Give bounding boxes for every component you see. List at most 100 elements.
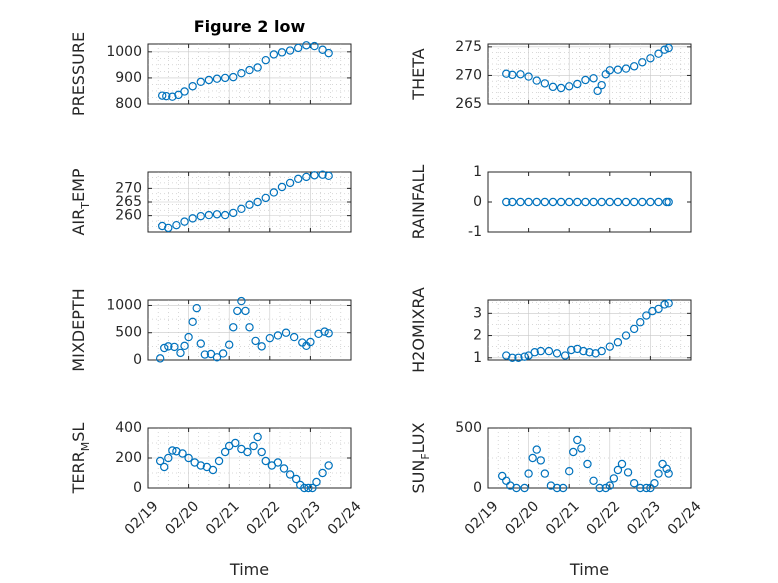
data-point bbox=[231, 438, 240, 448]
data-point bbox=[214, 456, 224, 466]
data-point bbox=[192, 303, 201, 313]
y-tick-label: 200 bbox=[115, 450, 142, 466]
data-point bbox=[261, 456, 270, 466]
data-point bbox=[502, 69, 511, 78]
subplot-7: 02/19 02/20 02/21 02/22 02/23 02/24 0 200 400 TER… bbox=[69, 420, 365, 579]
data-point bbox=[168, 446, 177, 455]
data-point bbox=[508, 197, 517, 207]
data-point bbox=[324, 461, 333, 470]
x-tick-label: 02/24 bbox=[665, 498, 705, 538]
data-point bbox=[294, 174, 303, 184]
data-point bbox=[318, 45, 327, 54]
data-point bbox=[184, 453, 193, 463]
data-point bbox=[613, 465, 623, 475]
data-point bbox=[605, 66, 615, 75]
data-point bbox=[556, 83, 566, 93]
y-axis-label: PRESSURE bbox=[69, 32, 88, 116]
data-point bbox=[664, 197, 673, 207]
data-point bbox=[257, 447, 266, 457]
data-point bbox=[180, 217, 189, 226]
y-tick-label: 1000 bbox=[106, 297, 142, 313]
data-point bbox=[174, 90, 183, 100]
data-point bbox=[516, 197, 525, 207]
subplot-4: -1 0 1 RAINFALL bbox=[409, 164, 692, 240]
y-axis-label: AIRTEMP bbox=[69, 168, 92, 235]
data-point bbox=[540, 197, 550, 207]
y-tick-label: 265 bbox=[115, 194, 142, 210]
data-point bbox=[565, 467, 574, 476]
data-point bbox=[565, 197, 574, 207]
data-point bbox=[621, 331, 631, 340]
chart-title: Figure 2 low bbox=[194, 17, 306, 36]
data-point bbox=[233, 306, 242, 316]
data-point bbox=[164, 223, 173, 233]
data-point bbox=[196, 77, 205, 87]
data-point bbox=[224, 340, 234, 349]
data-point bbox=[308, 483, 317, 493]
subplot-2: 265 270 275 THETA bbox=[409, 39, 692, 112]
data-point bbox=[318, 468, 327, 478]
y-tick-label: 1000 bbox=[106, 44, 142, 60]
subplot-6: 1 2 3 H2OMIXRA bbox=[409, 287, 692, 373]
data-point bbox=[155, 456, 165, 466]
data-point bbox=[289, 332, 299, 342]
data-point bbox=[158, 91, 167, 100]
data-point bbox=[285, 178, 295, 188]
data-point bbox=[646, 197, 655, 207]
data-point bbox=[320, 327, 329, 336]
data-point bbox=[253, 432, 262, 442]
data-point bbox=[577, 444, 586, 453]
data-point bbox=[324, 48, 333, 58]
y-tick-label: 0 bbox=[473, 194, 482, 210]
data-point bbox=[609, 474, 619, 483]
data-point bbox=[208, 465, 218, 475]
data-point bbox=[196, 339, 205, 348]
y-tick-label: 500 bbox=[455, 420, 482, 436]
data-point bbox=[508, 70, 517, 80]
data-point bbox=[253, 197, 262, 207]
data-point bbox=[532, 445, 541, 454]
x-tick-label: 02/23 bbox=[624, 498, 664, 538]
y-tick-label: 900 bbox=[115, 70, 142, 86]
data-point bbox=[180, 341, 189, 351]
data-point bbox=[532, 76, 541, 85]
data-point bbox=[218, 349, 228, 358]
data-point bbox=[573, 79, 582, 89]
data-point bbox=[229, 208, 238, 218]
data-point bbox=[184, 332, 193, 342]
data-point bbox=[636, 318, 645, 327]
data-point bbox=[583, 459, 592, 469]
data-point bbox=[646, 483, 655, 493]
data-point bbox=[629, 197, 639, 207]
data-point bbox=[536, 346, 545, 356]
data-point bbox=[605, 481, 615, 490]
data-point bbox=[196, 211, 205, 221]
data-point bbox=[245, 323, 254, 332]
data-point bbox=[579, 346, 588, 356]
data-point bbox=[556, 197, 566, 207]
data-point bbox=[654, 304, 663, 314]
y-tick-label: 3 bbox=[473, 305, 482, 321]
data-point bbox=[164, 453, 173, 463]
data-point bbox=[188, 214, 197, 223]
data-point bbox=[318, 170, 327, 179]
data-point bbox=[512, 483, 521, 493]
data-point bbox=[597, 197, 606, 207]
y-axis-label: H2OMIXRA bbox=[409, 287, 428, 373]
data-point bbox=[196, 461, 205, 470]
data-point bbox=[245, 65, 254, 75]
subplot-8: 02/19 02/20 02/21 02/22 02/23 02/24 0 500 SUNFLU… bbox=[409, 420, 705, 579]
y-tick-label: 1 bbox=[473, 350, 482, 366]
data-point bbox=[629, 479, 639, 488]
data-point bbox=[269, 50, 279, 59]
data-point bbox=[595, 483, 604, 493]
data-point bbox=[502, 476, 511, 485]
data-point bbox=[613, 65, 623, 74]
data-point bbox=[220, 73, 230, 83]
data-point bbox=[520, 483, 529, 493]
x-tick-label: 02/24 bbox=[325, 498, 365, 538]
data-point bbox=[212, 353, 222, 362]
data-point bbox=[646, 54, 655, 63]
y-tick-label: 0 bbox=[473, 480, 482, 496]
